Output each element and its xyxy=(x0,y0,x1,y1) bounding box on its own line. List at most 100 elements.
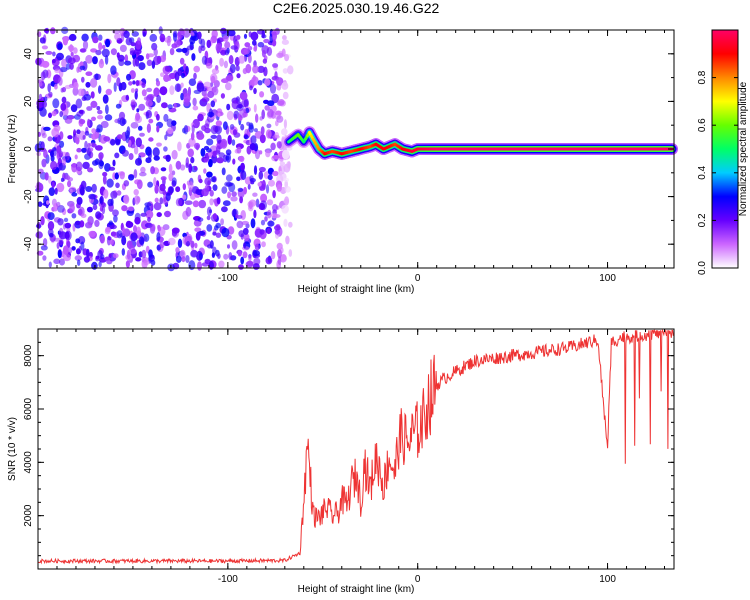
heatmap-cell xyxy=(57,43,63,50)
heatmap-cell xyxy=(100,120,109,129)
heatmap-cell xyxy=(240,256,245,265)
heatmap-cell xyxy=(276,242,283,250)
heatmap-cell xyxy=(206,224,213,232)
heatmap-cell xyxy=(272,63,279,68)
heatmap-cell xyxy=(160,72,165,77)
heatmap-cell xyxy=(212,150,217,157)
heatmap-cell xyxy=(197,31,202,40)
heatmap-cell xyxy=(56,145,62,154)
heatmap-cell xyxy=(283,218,288,227)
heatmap-cell xyxy=(245,63,252,74)
heatmap-cell xyxy=(272,204,278,212)
heatmap-cell xyxy=(114,172,120,180)
heatmap-cell xyxy=(265,184,270,194)
heatmap-cell xyxy=(105,104,109,115)
heatmap-cell xyxy=(48,112,52,119)
spectrogram-x-tick-label: 0 xyxy=(415,273,421,284)
heatmap-cell xyxy=(265,129,272,139)
heatmap-cell xyxy=(175,247,180,254)
heatmap-cell xyxy=(36,151,42,157)
heatmap-cell xyxy=(101,48,110,58)
heatmap-cell xyxy=(212,231,217,236)
heatmap-cell xyxy=(98,152,104,160)
heatmap-cell xyxy=(41,100,48,108)
heatmap-cell xyxy=(61,86,67,93)
heatmap-cell xyxy=(85,186,93,192)
spectrogram-y-tick-label: -40 xyxy=(23,237,34,252)
heatmap-cell xyxy=(139,172,147,177)
heatmap-cell xyxy=(105,38,111,48)
heatmap-cell xyxy=(90,78,98,88)
heatmap-cell xyxy=(177,238,183,248)
heatmap-cell xyxy=(266,209,272,219)
heatmap-cell xyxy=(252,250,260,257)
heatmap-cell xyxy=(67,135,73,140)
heatmap-cell xyxy=(272,214,281,218)
heatmap-cell xyxy=(140,166,146,174)
heatmap-cell xyxy=(110,231,117,237)
spectrogram-x-ticks: -100 0 100 xyxy=(37,30,666,284)
heatmap-cell xyxy=(92,56,98,65)
heatmap-cell xyxy=(240,162,246,171)
heatmap-cell xyxy=(225,149,232,156)
heatmap-cell xyxy=(265,256,273,265)
heatmap-cell xyxy=(146,93,155,100)
heatmap-cell xyxy=(247,184,251,190)
heatmap-cell xyxy=(193,65,200,73)
heatmap-cell xyxy=(165,192,171,202)
heatmap-cell xyxy=(58,239,64,246)
colorbar-tick-label: 0.0 xyxy=(697,261,708,275)
heatmap-cell xyxy=(173,32,177,42)
heatmap-cell xyxy=(239,108,247,119)
heatmap-cell xyxy=(238,155,245,162)
heatmap-cell xyxy=(211,68,220,75)
heatmap-cell xyxy=(168,172,174,182)
heatmap-cell xyxy=(224,181,233,187)
heatmap-cell xyxy=(159,33,166,43)
heatmap-cell xyxy=(253,46,257,52)
heatmap-cell xyxy=(175,186,181,193)
heatmap-cell xyxy=(183,93,191,103)
heatmap-cell xyxy=(281,39,289,45)
heatmap-cell xyxy=(225,82,232,91)
heatmap-cell xyxy=(261,109,266,120)
heatmap-cell xyxy=(113,82,117,92)
heatmap-cell xyxy=(209,240,214,249)
heatmap-cell xyxy=(122,226,126,237)
heatmap-cell xyxy=(86,206,93,213)
heatmap-cell xyxy=(210,125,219,135)
heatmap-cell xyxy=(110,190,118,199)
heatmap-cell xyxy=(200,148,206,157)
heatmap-cell xyxy=(52,147,57,152)
heatmap-cell xyxy=(236,146,242,154)
heatmap-cell xyxy=(167,127,174,135)
heatmap-cell xyxy=(114,152,120,159)
heatmap-cell xyxy=(143,233,150,242)
heatmap-cell xyxy=(144,202,152,207)
heatmap-cell xyxy=(226,103,231,111)
heatmap-cell xyxy=(64,222,72,229)
heatmap-cell xyxy=(45,27,50,35)
heatmap-cell xyxy=(281,149,290,160)
heatmap-cell xyxy=(156,142,162,147)
heatmap-cell xyxy=(243,98,249,109)
heatmap-cell xyxy=(51,110,57,117)
heatmap-cell xyxy=(54,187,58,195)
snr-x-tick-label: -100 xyxy=(218,574,238,585)
heatmap-cell xyxy=(41,60,50,68)
heatmap-cell xyxy=(46,200,50,205)
heatmap-cell xyxy=(117,117,121,125)
heatmap-cell xyxy=(107,73,112,84)
heatmap-cell xyxy=(67,180,72,188)
heatmap-cell xyxy=(41,45,49,50)
heatmap-cell xyxy=(132,57,137,67)
heatmap-cell xyxy=(51,127,60,138)
heatmap-cell xyxy=(98,159,104,170)
heatmap-cell xyxy=(76,196,83,205)
heatmap-cell xyxy=(153,48,158,57)
snr-y-tick-label: 8000 xyxy=(23,344,34,367)
heatmap-cell xyxy=(62,245,69,255)
heatmap-cell xyxy=(188,163,193,173)
heatmap-cell xyxy=(126,73,132,81)
heatmap-cell xyxy=(235,65,240,72)
